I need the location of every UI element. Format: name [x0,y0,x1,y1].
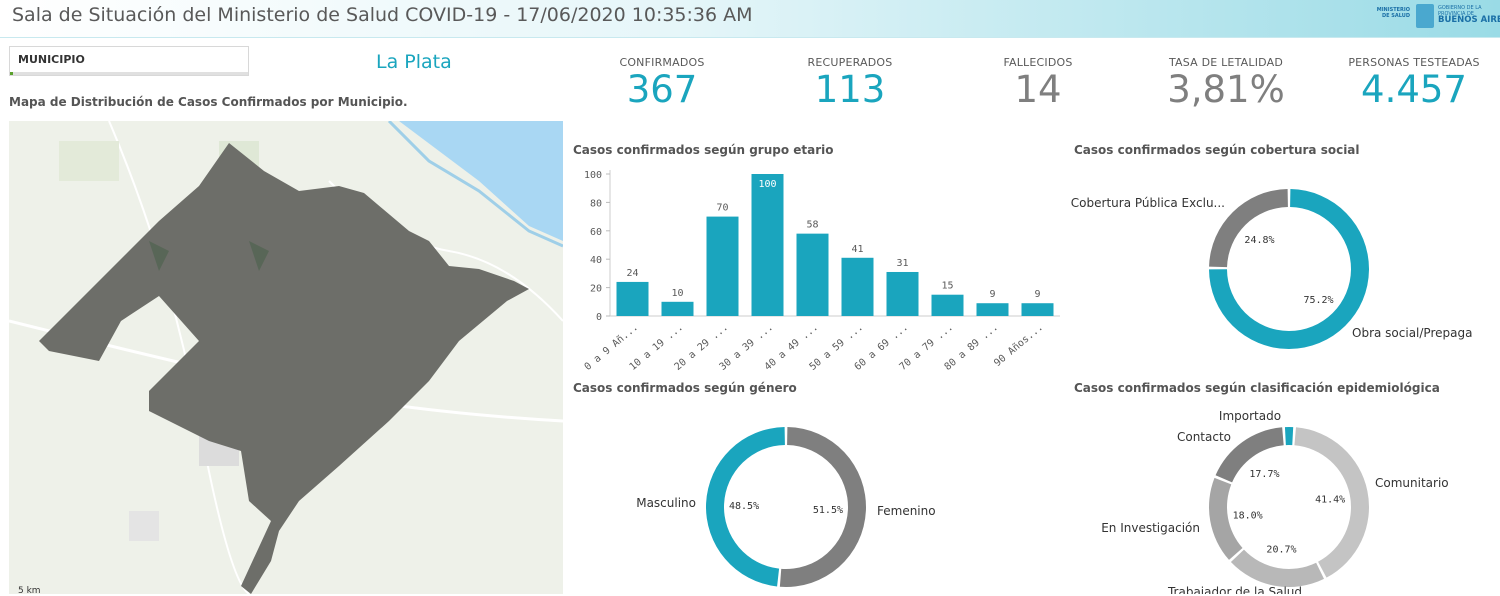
coastline [387,121,563,248]
bar-value-label: 24 [626,268,638,279]
epi-chart-title: Casos confirmados según clasificación ep… [1074,381,1440,395]
donut-slice[interactable] [1230,549,1325,587]
kpi-confirmados: CONFIRMADOS 367 [572,56,752,111]
river-plate-water [399,121,563,241]
bar[interactable] [706,216,739,316]
slice-category-label: Femenino [877,504,936,518]
page-title: Sala de Situación del Ministerio de Salu… [12,4,753,26]
slice-percent-label: 41.4% [1315,495,1345,506]
bar-value-label: 9 [989,289,995,300]
bar[interactable] [841,257,874,316]
park-area [149,241,169,271]
donut-slice[interactable] [1209,477,1243,560]
age-chart-title: Casos confirmados según grupo etario [573,143,834,157]
municipio-filter[interactable]: MUNICIPIO [9,46,249,76]
slice-percent-label: 18.0% [1233,510,1263,521]
ministry-logo: MINISTERIO DE SALUD GOBIERNO DE LA PROVI… [1372,3,1500,31]
kpi-personas-testeadas: PERSONAS TESTEADAS 4.457 [1324,56,1500,111]
logo-ministry-text: MINISTERIO DE SALUD [1376,7,1410,19]
slice-percent-label: 24.8% [1244,235,1274,246]
gender-chart-title: Casos confirmados según género [573,381,797,395]
donut-slice[interactable] [779,427,866,587]
kpi-label: TASA DE LETALIDAD [1168,56,1284,69]
kpi-value: 3,81% [1167,68,1285,111]
y-tick-label: 40 [590,255,602,266]
bar[interactable] [886,271,919,316]
kpi-label: RECUPERADOS [807,56,893,69]
slice-percent-label: 17.7% [1249,469,1279,480]
bar-value-label: 15 [941,281,953,292]
bar[interactable] [751,174,784,316]
kpi-value: 367 [626,68,698,111]
slice-category-label: Obra social/Prepaga [1352,326,1472,340]
municipio-filter-label: MUNICIPIO [18,53,85,66]
slice-percent-label: 20.7% [1266,544,1296,555]
bar-value-label: 9 [1034,289,1040,300]
y-tick-label: 80 [590,198,602,209]
donut-slice[interactable] [705,427,785,587]
y-tick-label: 20 [590,284,602,295]
bar[interactable] [1021,303,1054,316]
bar-value-label: 10 [671,288,683,299]
slice-percent-label: 48.5% [729,501,759,512]
kpi-value: 14 [1014,68,1062,111]
bar-value-label: 100 [758,179,776,190]
selected-municipio: La Plata [376,51,452,73]
slice-category-label: Importado [1219,409,1281,423]
slice-category-label: Contacto [1177,430,1231,444]
map-canvas [9,121,563,594]
slice-category-label: Comunitario [1375,476,1449,490]
y-tick-label: 100 [584,170,602,181]
bar[interactable] [976,303,1009,316]
bar[interactable] [616,281,649,316]
park-area [59,141,119,181]
slice-category-label: Trabajador de la Salud [1167,585,1302,594]
gender-donut-chart[interactable]: 51.5% Femenino 48.5% Masculino [570,398,1070,594]
bar[interactable] [931,294,964,316]
y-tick-label: 60 [590,227,602,238]
park-area [249,241,269,271]
logo-government-text: GOBIERNO DE LA PROVINCIA DE [1438,5,1482,17]
kpi-label: PERSONAS TESTEADAS [1348,56,1480,69]
header-bar: Sala de Situación del Ministerio de Salu… [0,0,1500,38]
donut-slice[interactable] [1284,427,1294,446]
bar[interactable] [796,233,829,316]
donut-slice[interactable] [1215,427,1284,483]
case-distribution-map[interactable] [9,121,563,594]
category-label: 90 Años... [992,322,1045,369]
kpi-recuperados: RECUPERADOS 113 [760,56,940,111]
bar-value-label: 41 [851,244,863,255]
urban-area [129,511,159,541]
kpi-fallecidos: FALLECIDOS 14 [948,56,1128,111]
kpi-tasa-letalidad: TASA DE LETALIDAD 3,81% [1136,56,1316,111]
kpi-label: FALLECIDOS [1003,56,1073,69]
slice-percent-label: 51.5% [813,505,843,516]
coverage-donut-chart[interactable]: 75.2% Obra social/Prepaga 24.8% Cobertura P… [1070,160,1500,375]
donut-slice[interactable] [1294,427,1369,578]
epi-donut-chart[interactable]: 41.4% Comunitario 20.7% Trabajador de la Sa… [1070,398,1500,594]
donut-slice[interactable] [1209,189,1288,268]
slice-category-label: Masculino [636,496,696,510]
bar-value-label: 31 [896,258,908,269]
slice-category-label: En Investigación [1101,521,1200,535]
map-title: Mapa de Distribución de Casos Confirmado… [9,95,408,109]
bar[interactable] [661,301,694,316]
coverage-chart-title: Casos confirmados según cobertura social [1074,143,1360,157]
kpi-label: CONFIRMADOS [619,56,705,69]
slice-category-label: Cobertura Pública Exclu... [1071,196,1225,210]
province-emblem-icon [1416,4,1434,28]
kpi-value: 4.457 [1361,68,1467,111]
kpi-value: 113 [814,68,886,111]
map-scale: 5 km [18,586,41,596]
logo-province-text: BUENOS AIRES [1438,15,1500,25]
y-tick-label: 0 [596,312,602,323]
filter-selection-bar [10,72,248,75]
bar-value-label: 70 [716,203,728,214]
bar-value-label: 58 [806,220,818,231]
slice-percent-label: 75.2% [1303,295,1333,306]
